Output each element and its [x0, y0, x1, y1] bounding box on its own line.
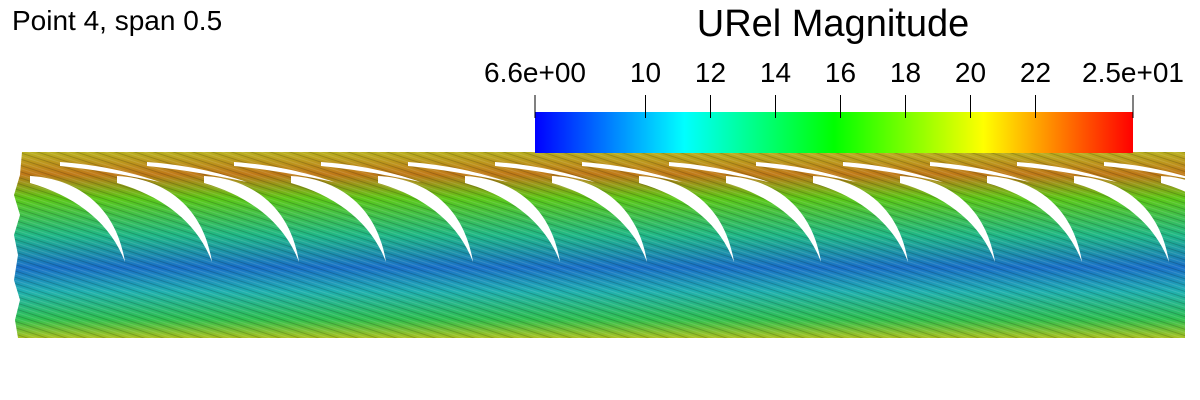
blade-tip: [147, 162, 247, 182]
colorbar-tick-label: 2.5e+01: [1082, 57, 1184, 88]
blade-tip: [582, 162, 682, 182]
blade: [291, 176, 386, 262]
colorbar-tick-label: 20: [955, 57, 986, 88]
colorbar-tick-label: 14: [760, 57, 791, 88]
flow-field: [14, 152, 1200, 338]
colorbar-tick-label: 22: [1020, 57, 1051, 88]
blade-tip: [1191, 162, 1200, 167]
blade: [30, 176, 125, 262]
blade-tip: [495, 162, 595, 182]
view-title: Point 4, span 0.5: [12, 5, 222, 36]
blade: [987, 176, 1082, 262]
blade: [900, 176, 995, 262]
colorbar: 6.6e+00 10 12 14 16 18 20 22 2.5e+01: [484, 57, 1184, 153]
blade: [639, 176, 734, 262]
colorbar-title: URel Magnitude: [697, 3, 969, 45]
blade: [465, 176, 560, 262]
blade-tip: [756, 162, 856, 182]
blade: [813, 176, 908, 262]
blade: [726, 176, 821, 262]
blade: [1161, 176, 1200, 200]
colorbar-tick-label: 16: [825, 57, 856, 88]
blade-tip: [843, 162, 943, 182]
colorbar-gradient: [535, 112, 1133, 153]
colorbar-tick-label: 12: [695, 57, 726, 88]
blade-tip: [321, 162, 421, 182]
blade-tip: [1104, 162, 1200, 182]
blade: [204, 176, 299, 262]
blade-tip: [669, 162, 769, 182]
colorbar-tick-label: 18: [890, 57, 921, 88]
colorbar-tick-label: 6.6e+00: [484, 57, 586, 88]
blade-tip: [1017, 162, 1117, 182]
field-streaks: [14, 152, 1185, 338]
blade: [378, 176, 473, 262]
blade: [1074, 176, 1169, 262]
blade: [117, 176, 212, 262]
colorbar-tick-label: 10: [630, 57, 661, 88]
blade-tip: [408, 162, 508, 182]
blade-tip: [60, 162, 160, 182]
blade: [552, 176, 647, 262]
blade-tip: [930, 162, 1030, 182]
blade-tip: [234, 162, 334, 182]
